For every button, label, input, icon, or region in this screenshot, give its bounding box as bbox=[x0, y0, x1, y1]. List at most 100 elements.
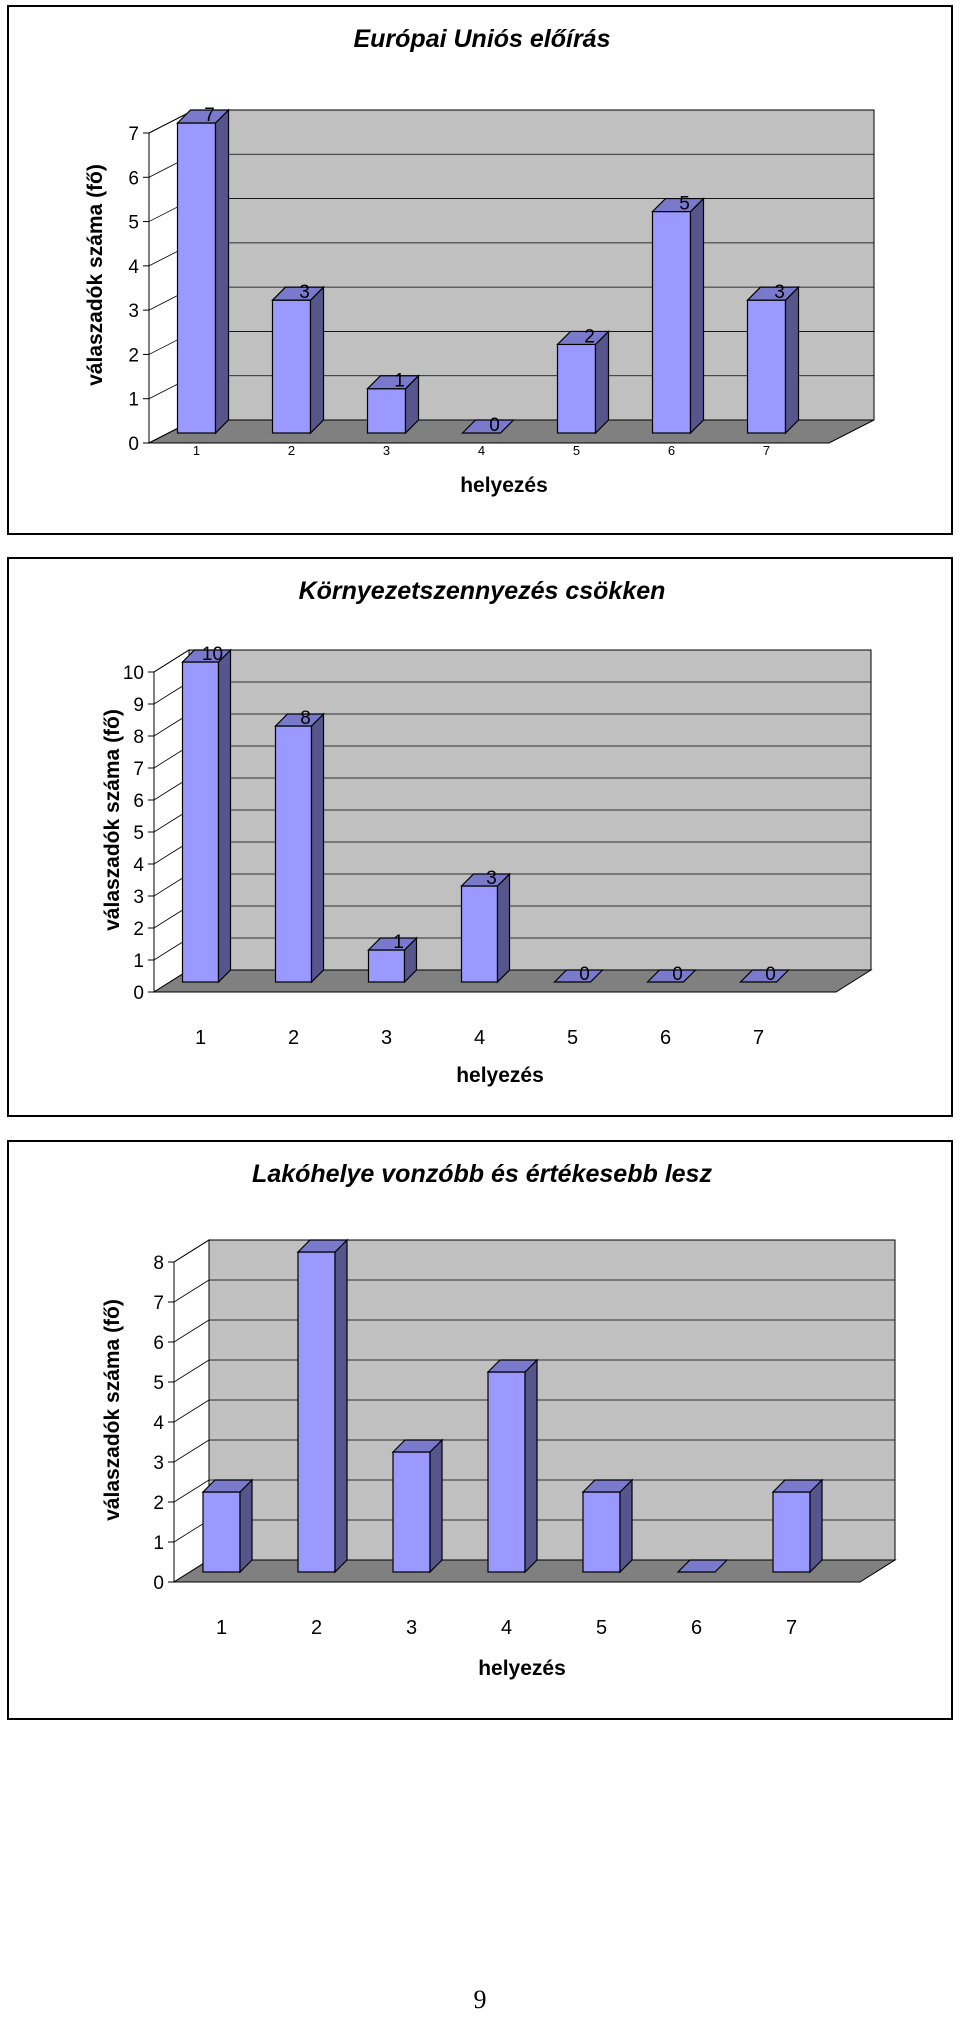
bar-1: 7 bbox=[176, 105, 230, 435]
x-tick-label: 1 bbox=[193, 443, 200, 458]
bar-top bbox=[651, 197, 705, 213]
data-label: 0 bbox=[579, 964, 590, 985]
chart-eu-regulation: 0 1 2 3 4 5 6 7 7 1 3 2 1 3 0 4 2 5 5 6 3 7 Európai Uniós előí… bbox=[7, 5, 953, 535]
chart-pollution-decrease: 0 1 2 3 4 5 6 7 8 9 10 10 1 8 2 1 3 3 4 0 5 0 6 0 7 Környezetszen… bbox=[7, 557, 953, 1117]
x-tick-label: 7 bbox=[753, 1027, 764, 1049]
y-tick-label: 8 bbox=[153, 1253, 164, 1274]
bar-front bbox=[181, 661, 220, 983]
x-tick-label: 3 bbox=[383, 443, 390, 458]
x-tick-label: 3 bbox=[406, 1617, 417, 1639]
y-tick-label: 5 bbox=[128, 213, 139, 234]
y-tick-label: 6 bbox=[153, 1333, 164, 1354]
x-tick-label: 6 bbox=[691, 1617, 702, 1639]
y-axis-title: válaszadók száma (fő) bbox=[84, 164, 107, 386]
bar-side bbox=[214, 108, 230, 435]
data-label: 3 bbox=[486, 868, 497, 889]
bar-side bbox=[217, 648, 232, 984]
bar-7: 0 bbox=[739, 964, 790, 985]
y-tick-label: 3 bbox=[128, 301, 139, 322]
y-tick-label: 6 bbox=[133, 791, 144, 812]
bar-top bbox=[739, 969, 790, 983]
data-label: 0 bbox=[489, 415, 500, 436]
page-number: 9 bbox=[473, 1985, 487, 2014]
bar-front bbox=[392, 1451, 431, 1573]
x-tick-label: 5 bbox=[573, 443, 580, 458]
bar-top bbox=[391, 1439, 444, 1453]
bar-5: 2 bbox=[556, 326, 610, 435]
bar-3: 1 bbox=[367, 932, 418, 984]
gridline-side bbox=[173, 1239, 210, 1263]
data-label: 10 bbox=[202, 644, 223, 665]
bar-front bbox=[176, 122, 217, 434]
bar-6: 0 bbox=[646, 964, 697, 985]
y-tick-label: 9 bbox=[133, 695, 144, 716]
gridline-side bbox=[173, 1319, 210, 1343]
bar-top bbox=[461, 419, 515, 434]
bar-3: 1 bbox=[366, 371, 420, 435]
bar-front bbox=[297, 1251, 336, 1573]
bar-4: 0 bbox=[461, 415, 515, 436]
y-axis-title: válaszadók száma (fő) bbox=[101, 709, 124, 931]
bar-side bbox=[809, 1478, 823, 1574]
bar-5 bbox=[581, 1478, 634, 1574]
bar-6 bbox=[676, 1559, 729, 1573]
x-tick-label: 7 bbox=[786, 1617, 797, 1639]
y-tick-label: 0 bbox=[133, 983, 144, 1004]
bar-front bbox=[582, 1491, 621, 1573]
x-tick-label: 2 bbox=[288, 1027, 299, 1049]
y-tick-label: 2 bbox=[133, 919, 144, 940]
y-tick-label: 5 bbox=[153, 1373, 164, 1394]
bar-5: 0 bbox=[553, 964, 604, 985]
bar-top bbox=[271, 286, 325, 301]
bar-front bbox=[651, 210, 692, 434]
chart-residence-attractive: 0 1 2 3 4 5 6 7 8 1 2 3 4 5 6 7 Lakóhelye vonzóbb és ért… bbox=[7, 1140, 953, 1720]
chart-title: Európai Uniós előírás bbox=[353, 25, 610, 53]
y-tick-label: 10 bbox=[123, 663, 144, 684]
bar-side bbox=[239, 1478, 253, 1574]
bar-side bbox=[310, 712, 325, 984]
bar-front bbox=[274, 725, 313, 983]
bar-front bbox=[202, 1491, 241, 1573]
bar-6: 5 bbox=[651, 194, 705, 435]
y-tick-label: 4 bbox=[128, 257, 139, 278]
bar-4 bbox=[486, 1358, 539, 1574]
x-tick-label: 1 bbox=[216, 1617, 227, 1639]
gridline-side bbox=[173, 1439, 210, 1463]
chart-residence-attractive-svg: 0 1 2 3 4 5 6 7 8 1 2 3 4 5 6 7 Lakóhelye vonzóbb és ért… bbox=[101, 1160, 897, 1680]
bar-top bbox=[646, 969, 697, 983]
bar-side bbox=[619, 1478, 633, 1574]
bar-2 bbox=[296, 1238, 349, 1574]
y-tick-label: 6 bbox=[128, 168, 139, 189]
chart-title: Környezetszennyezés csökken bbox=[299, 577, 666, 605]
x-tick-label: 4 bbox=[478, 443, 485, 458]
y-tick-label: 3 bbox=[133, 887, 144, 908]
data-label: 0 bbox=[765, 964, 776, 985]
x-tick-label: 4 bbox=[474, 1027, 485, 1049]
bar-top bbox=[486, 1359, 539, 1373]
bar-top bbox=[367, 937, 418, 951]
gridline-side bbox=[173, 1479, 210, 1503]
x-tick-label: 5 bbox=[567, 1027, 578, 1049]
y-tick-label: 7 bbox=[128, 124, 139, 145]
bar-front bbox=[271, 299, 312, 434]
bar-top bbox=[181, 649, 232, 663]
gridline-side bbox=[153, 649, 190, 673]
bar-1: 10 bbox=[181, 644, 232, 984]
bar-top bbox=[553, 969, 604, 983]
bar-top bbox=[746, 286, 800, 301]
x-axis-title: helyezés bbox=[478, 1657, 566, 1680]
bar-front bbox=[460, 885, 499, 983]
bar-side bbox=[784, 285, 800, 435]
gridline-side bbox=[173, 1359, 210, 1383]
x-axis-title: helyezés bbox=[460, 474, 548, 497]
bar-side bbox=[689, 197, 705, 435]
x-tick-label: 6 bbox=[668, 443, 675, 458]
data-label: 5 bbox=[679, 194, 690, 215]
bar-front bbox=[367, 949, 406, 983]
x-tick-label: 4 bbox=[501, 1617, 512, 1639]
y-tick-label: 2 bbox=[128, 345, 139, 366]
y-tick-label: 0 bbox=[153, 1573, 164, 1594]
bar-side bbox=[524, 1358, 538, 1574]
y-tick-label: 1 bbox=[128, 390, 139, 411]
